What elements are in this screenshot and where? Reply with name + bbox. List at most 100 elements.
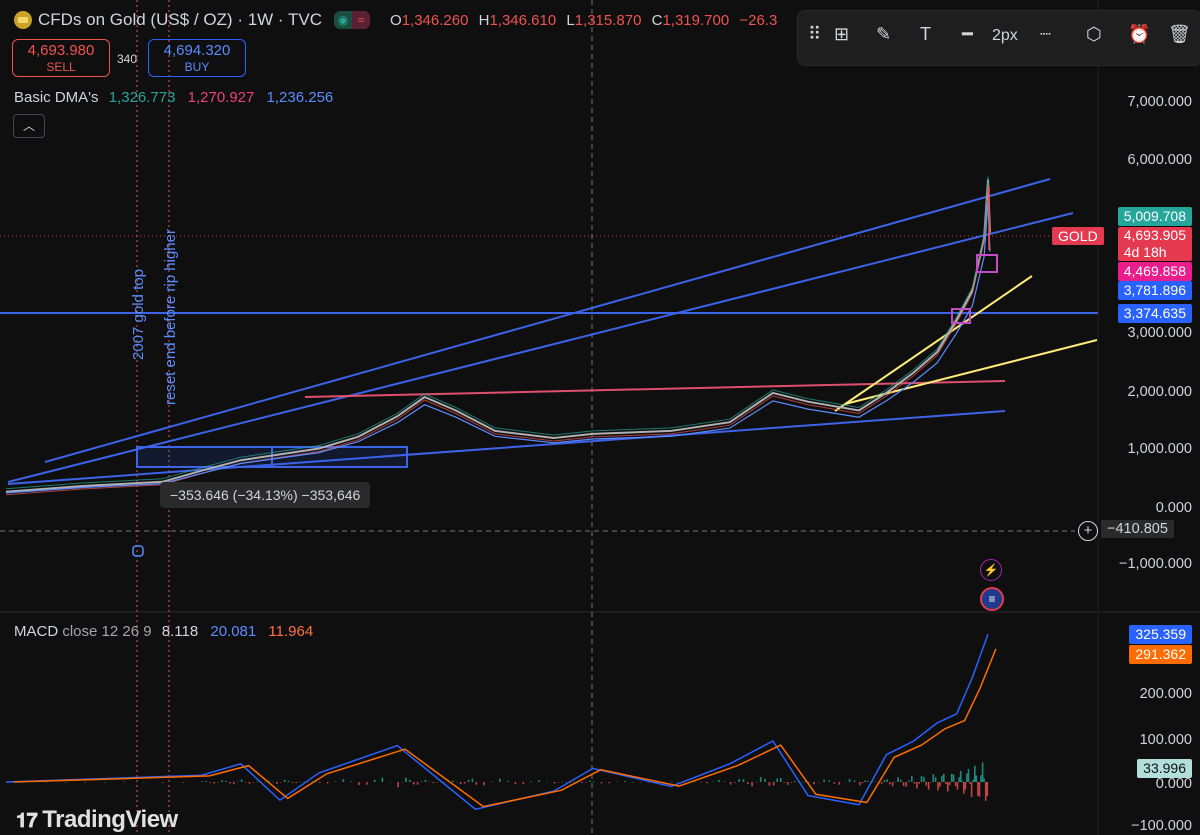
macd-hist-bar	[889, 782, 891, 785]
change-value: −26.3	[739, 11, 778, 29]
macd-hist-bar	[742, 779, 745, 782]
macd-hist-bar	[221, 780, 223, 782]
macd-hist-bar	[381, 777, 384, 782]
macd-hist-bar	[880, 782, 883, 784]
macd-legend[interactable]: MACD close 12 26 9 8.118 20.081 11.964	[14, 623, 313, 640]
annotation-2007-top[interactable]: 2007 gold top	[130, 269, 147, 360]
macd-hist-bar	[776, 778, 778, 782]
macd-hist-bar	[589, 780, 591, 782]
macd-hist-bar	[655, 782, 658, 783]
macd-hist-bar	[573, 781, 575, 783]
macd-hist-bar	[530, 781, 532, 782]
macd-hist-bar	[401, 781, 403, 783]
macd-hist-bar	[471, 778, 474, 782]
macd-hist-bar	[970, 782, 973, 797]
macd-hist-bar	[444, 782, 446, 783]
macd-hist-bar	[818, 782, 820, 783]
macd-hist-bar	[984, 782, 987, 801]
macd-params: close 12 26 9	[62, 623, 152, 640]
macd-hist-bar	[268, 780, 270, 782]
macd-hist-bar	[759, 777, 762, 782]
macd-hist-bar	[463, 782, 466, 784]
macd-hist-bar	[883, 780, 886, 782]
price-series-line	[5, 179, 991, 493]
buy-button[interactable]: 4,694.320 BUY	[148, 39, 246, 77]
ohlc-values: O1,346.260 H1,346.610 L1,315.870 C1,319.…	[384, 12, 777, 29]
trash-icon[interactable]: 🗑	[1168, 24, 1191, 44]
line-style-icon[interactable]: ┈	[1040, 24, 1051, 44]
sell-label: SELL	[46, 60, 76, 74]
macd-hist-bar	[499, 778, 501, 782]
line-width-label[interactable]: 2px	[992, 27, 1018, 44]
macd-hist-bar	[545, 781, 548, 783]
macd-hist-bar	[948, 782, 951, 786]
sell-button[interactable]: 4,693.980 SELL	[12, 39, 110, 77]
macd-hist-bar	[307, 782, 309, 783]
macd-hist-bar	[747, 782, 749, 784]
macd-hist-bar	[428, 781, 431, 782]
add-template-icon[interactable]: ⊞	[834, 24, 850, 44]
macd-hist-bar	[956, 782, 959, 790]
us-flag-event-icon[interactable]: ≡	[980, 587, 1004, 611]
macd-hist-bar	[373, 779, 376, 782]
macd-hist-bar	[734, 782, 736, 783]
macd-hist-bar	[225, 780, 227, 782]
price-series-up	[5, 176, 991, 490]
support-line	[7, 410, 1006, 485]
macd-hist-bar	[592, 781, 595, 782]
macd-hist-bar	[260, 782, 262, 783]
eye-icon: ◉	[334, 11, 353, 29]
macd-hist-bar	[867, 781, 869, 782]
symbol-title[interactable]: CFDs on Gold (US$ / OZ) · 1W · TVC	[38, 10, 323, 29]
collapse-legend-button[interactable]: ︿	[13, 114, 45, 138]
macd-hist-bar	[334, 781, 337, 782]
macd-hist-bar	[45, 781, 47, 783]
chevron-up-icon: ︿	[22, 119, 35, 133]
macd-hist-bar	[483, 782, 485, 786]
tradingview-logo[interactable]: 𝟏𝟕 TradingView	[16, 806, 178, 834]
pencil-color-icon[interactable]: ✎	[876, 24, 892, 44]
macd-hist-value: 8.118	[161, 623, 199, 640]
settings-hexagon-icon[interactable]: ⬡	[1086, 24, 1102, 44]
macd-hist-bar	[891, 782, 894, 787]
axis-label: 7,000.000	[1127, 94, 1192, 110]
annotation-reset[interactable]: reset end before rip higher	[162, 229, 179, 405]
macd-hist-bar	[682, 782, 685, 783]
macd-hist-bar	[823, 779, 825, 782]
macd-hist-bar	[963, 782, 965, 794]
current-price: 4,693.905	[1123, 227, 1186, 243]
macd-hist-bar	[232, 782, 235, 785]
market-status-badge[interactable]: ◉ ≈	[334, 11, 371, 29]
macd-hist-bar	[954, 782, 957, 787]
macd-hist-bar	[920, 776, 923, 782]
drag-handle-icon[interactable]: ⠿	[808, 24, 822, 44]
text-color-icon[interactable]: T	[920, 24, 931, 44]
macd-hist-bar	[240, 779, 243, 782]
macd-hist-bar	[977, 782, 979, 796]
macd-hist-bar	[557, 782, 560, 783]
macd-hist-bar	[440, 781, 442, 783]
macd-hist-bar	[475, 782, 478, 785]
lightning-event-icon[interactable]: ⚡	[980, 559, 1002, 581]
macd-hist-bar	[688, 781, 691, 783]
macd-hist-bar	[751, 782, 753, 787]
macd-hist-bar	[569, 782, 571, 783]
ma-top-tag: 5,009.708	[1117, 207, 1192, 226]
symbol-header[interactable]: CFDs on Gold (US$ / OZ) · 1W · TVC ◉ ≈ O1…	[14, 10, 777, 30]
pattern-box-1	[976, 254, 998, 273]
macd-hist-bar	[932, 774, 935, 782]
macd-hist-bar	[923, 776, 925, 782]
add-alert-icon[interactable]: +	[1078, 521, 1098, 541]
macd-label: MACD	[14, 623, 59, 640]
macd-hist-bar	[959, 770, 962, 782]
macd-hist-bar	[833, 782, 836, 784]
macd-hist-bar	[162, 782, 165, 783]
alert-clock-icon[interactable]: ⏰	[1128, 24, 1151, 44]
line-width-icon[interactable]: ━	[962, 24, 973, 44]
bar-countdown: 4d 18h	[1123, 244, 1167, 260]
macd-hist-bar	[853, 780, 856, 782]
dma-legend[interactable]: Basic DMA's 1,326.773 1,270.927 1,236.25…	[14, 89, 333, 106]
symbol-tag: GOLD	[1052, 227, 1104, 245]
macd-hist-bar	[287, 780, 290, 782]
